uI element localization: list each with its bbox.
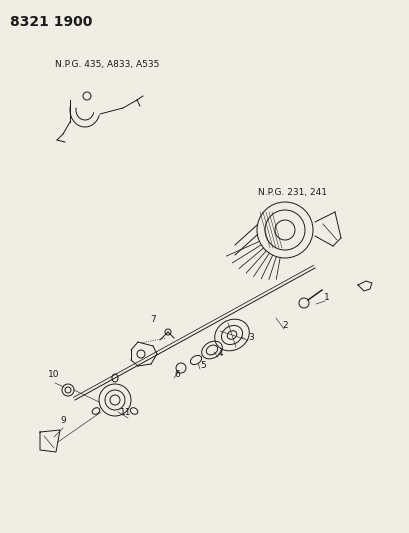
- Text: 1: 1: [323, 293, 329, 302]
- Text: 2: 2: [281, 321, 287, 330]
- Text: 10: 10: [48, 370, 59, 379]
- Text: 8321 1900: 8321 1900: [10, 15, 92, 29]
- Text: N.P.G. 231, 241: N.P.G. 231, 241: [257, 188, 326, 197]
- Text: N.P.G. 435, A833, A535: N.P.G. 435, A833, A535: [55, 60, 159, 69]
- Text: 9: 9: [60, 416, 65, 425]
- Text: 11: 11: [120, 408, 131, 417]
- Text: 7: 7: [150, 315, 155, 324]
- Text: 3: 3: [247, 333, 253, 342]
- Text: 4: 4: [218, 349, 223, 358]
- Text: 6: 6: [173, 370, 179, 379]
- Text: 5: 5: [200, 361, 205, 370]
